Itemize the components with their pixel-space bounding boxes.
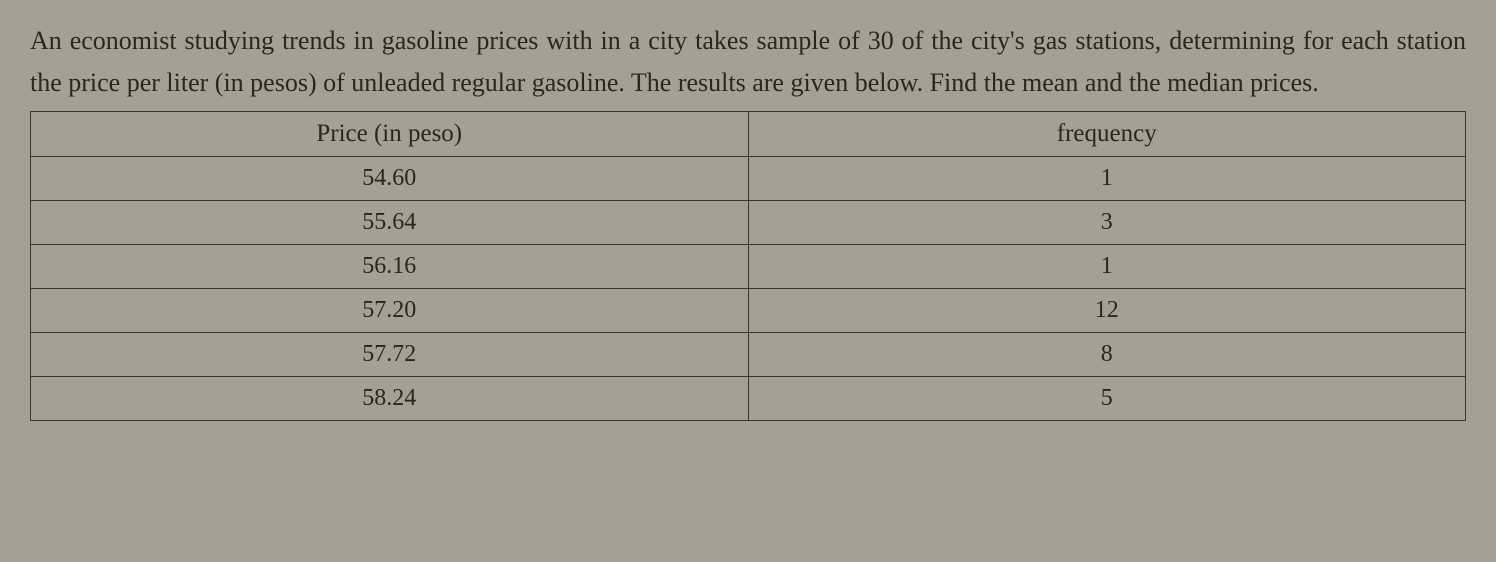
cell-frequency: 1: [748, 245, 1466, 289]
cell-price: 56.16: [31, 245, 749, 289]
problem-statement: An economist studying trends in gasoline…: [30, 20, 1466, 103]
cell-price: 55.64: [31, 201, 749, 245]
table-row: 57.72 8: [31, 333, 1466, 377]
table-row: 58.24 5: [31, 377, 1466, 421]
table-row: 56.16 1: [31, 245, 1466, 289]
table-header-row: Price (in peso) frequency: [31, 112, 1466, 157]
table-row: 57.20 12: [31, 289, 1466, 333]
cell-frequency: 5: [748, 377, 1466, 421]
header-price: Price (in peso): [31, 112, 749, 157]
cell-price: 58.24: [31, 377, 749, 421]
cell-frequency: 1: [748, 157, 1466, 201]
table-row: 54.60 1: [31, 157, 1466, 201]
cell-frequency: 3: [748, 201, 1466, 245]
cell-price: 54.60: [31, 157, 749, 201]
table-row: 55.64 3: [31, 201, 1466, 245]
data-table-wrapper: Price (in peso) frequency 54.60 1 55.64 …: [30, 111, 1466, 421]
cell-price: 57.72: [31, 333, 749, 377]
header-frequency: frequency: [748, 112, 1466, 157]
cell-frequency: 8: [748, 333, 1466, 377]
price-frequency-table: Price (in peso) frequency 54.60 1 55.64 …: [30, 111, 1466, 421]
cell-frequency: 12: [748, 289, 1466, 333]
cell-price: 57.20: [31, 289, 749, 333]
